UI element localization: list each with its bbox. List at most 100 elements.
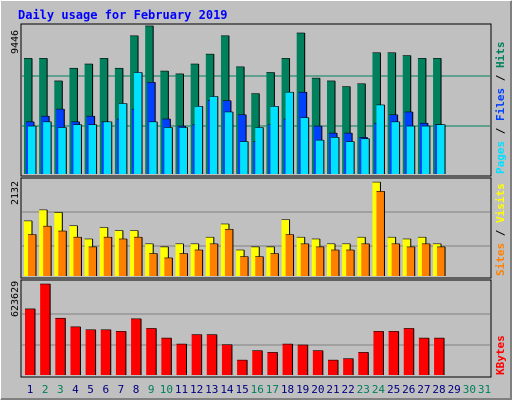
bar-kbytes-day-23 — [358, 352, 369, 375]
bar-sites-day-16 — [255, 256, 264, 276]
legend-hits_files_pages-part-0: Pages — [494, 141, 507, 174]
bar-sites-day-19 — [300, 243, 310, 276]
bar-kbytes-day-24 — [373, 331, 384, 375]
bar-kbytes-day-28 — [434, 337, 445, 375]
bar-kbytes-day-18 — [282, 343, 294, 375]
bar-pages-day-12 — [194, 106, 204, 174]
chart-title: Daily usage for February 2019 — [18, 8, 228, 22]
bar-kbytes-day-11-fill — [176, 344, 187, 375]
day-label-4: 4 — [72, 383, 79, 396]
bar-pages-day-27 — [421, 125, 431, 174]
day-label-27: 27 — [417, 383, 430, 396]
bar-sites-day-25-fill — [391, 243, 400, 276]
bar-kbytes-day-25-fill — [388, 331, 399, 375]
bar-kbytes-day-15 — [237, 359, 248, 375]
legend-hits_files_pages: Pages / Files / Hits — [494, 42, 507, 175]
day-label-6: 6 — [102, 383, 109, 396]
bar-sites-day-17-fill — [270, 253, 279, 276]
bar-kbytes-day-16 — [252, 350, 263, 375]
bar-kbytes-day-3 — [55, 317, 66, 375]
bar-sites-day-22-fill — [346, 249, 355, 276]
bar-kbytes-day-25 — [388, 331, 400, 375]
day-label-1: 1 — [27, 383, 34, 396]
legend-visits_sites-part-0: Sites — [494, 243, 507, 276]
bar-sites-day-6 — [103, 236, 113, 276]
bar-sites-day-14-fill — [224, 229, 233, 276]
legend-kbytes: KBytes — [494, 335, 507, 375]
bar-kbytes-day-15-fill — [237, 360, 248, 375]
bar-sites-day-9-fill — [149, 253, 158, 276]
bar-pages-day-21 — [331, 137, 340, 174]
day-label-12: 12 — [190, 383, 203, 396]
bar-sites-day-27 — [421, 243, 431, 276]
day-label-19: 19 — [296, 383, 309, 396]
day-label-13: 13 — [205, 383, 218, 396]
bar-pages-day-26-fill — [406, 126, 415, 174]
bar-pages-day-5-fill — [88, 124, 97, 174]
bar-pages-day-15 — [240, 141, 249, 174]
bar-pages-day-20-fill — [315, 140, 324, 174]
bar-pages-day-8-fill — [134, 72, 143, 174]
bar-sites-day-2-fill — [43, 226, 52, 276]
day-label-9: 9 — [148, 383, 155, 396]
bar-pages-day-28-fill — [437, 124, 446, 174]
bar-kbytes-day-24-fill — [373, 331, 384, 375]
bar-kbytes-day-10-fill — [161, 338, 172, 375]
bar-pages-day-4 — [73, 124, 82, 174]
bar-kbytes-day-2-fill — [40, 284, 51, 375]
bar-sites-day-15 — [240, 256, 249, 276]
bar-sites-day-28 — [437, 246, 446, 276]
bar-sites-day-25 — [391, 243, 401, 276]
visits-max-label: 2132 — [10, 181, 21, 205]
bar-pages-day-1-fill — [28, 126, 36, 174]
bar-sites-day-21-fill — [331, 249, 339, 276]
bar-hits-day-4-fill — [69, 68, 78, 174]
legend-hits_files_pages-part-1: / — [494, 121, 507, 141]
bar-kbytes-day-20 — [312, 350, 324, 375]
day-label-26: 26 — [402, 383, 415, 396]
legend-hits_files_pages-part-2: Files — [494, 88, 507, 121]
bar-sites-day-28-fill — [437, 246, 446, 276]
bar-sites-day-23-fill — [361, 243, 370, 276]
bar-sites-day-1 — [28, 234, 37, 276]
bar-kbytes-day-17 — [267, 352, 278, 375]
bar-kbytes-day-20-fill — [312, 350, 323, 375]
bar-kbytes-day-16-fill — [252, 350, 263, 375]
day-label-23: 23 — [357, 383, 370, 396]
bar-sites-day-11-fill — [179, 253, 188, 276]
bar-sites-day-27-fill — [421, 243, 430, 276]
bar-pages-day-6-fill — [103, 121, 112, 174]
bar-hits-day-1-fill — [24, 58, 32, 174]
bar-sites-day-15-fill — [240, 256, 249, 276]
bar-pages-day-24 — [376, 104, 385, 174]
bar-sites-day-7-fill — [118, 238, 127, 276]
bar-sites-day-4 — [73, 236, 82, 276]
bar-kbytes-day-4 — [70, 326, 81, 375]
bar-kbytes-day-9 — [146, 328, 157, 375]
bar-kbytes-day-13 — [206, 334, 218, 375]
bar-sites-day-24-fill — [376, 191, 385, 276]
bar-pages-day-3 — [58, 127, 67, 174]
legend-hits_files_pages-part-3: / — [494, 68, 507, 88]
bar-kbytes-day-12 — [191, 334, 203, 375]
legend-hits_files_pages-part-4: Hits — [494, 42, 507, 69]
bar-pages-day-11 — [179, 127, 188, 174]
bar-kbytes-day-27 — [418, 337, 430, 375]
bar-sites-day-8 — [134, 236, 143, 276]
bar-pages-day-21-fill — [331, 137, 339, 174]
bar-pages-day-23 — [361, 138, 370, 174]
bar-pages-day-19 — [300, 117, 310, 174]
day-label-20: 20 — [311, 383, 324, 396]
bar-sites-day-13-fill — [209, 243, 218, 276]
bar-pages-day-3-fill — [58, 127, 67, 174]
bar-kbytes-day-12-fill — [191, 334, 202, 375]
legend-visits_sites: Sites / Visits — [494, 183, 507, 276]
bar-kbytes-day-23-fill — [358, 352, 369, 375]
bar-kbytes-day-21 — [328, 359, 339, 375]
bar-pages-day-20 — [315, 139, 325, 174]
legend-visits_sites-part-2: Visits — [494, 183, 507, 223]
bar-kbytes-day-9-fill — [146, 328, 157, 375]
right-legends: Pages / Files / Hits Sites / Visits KBytes — [494, 42, 507, 376]
bar-sites-day-26-fill — [406, 246, 415, 276]
